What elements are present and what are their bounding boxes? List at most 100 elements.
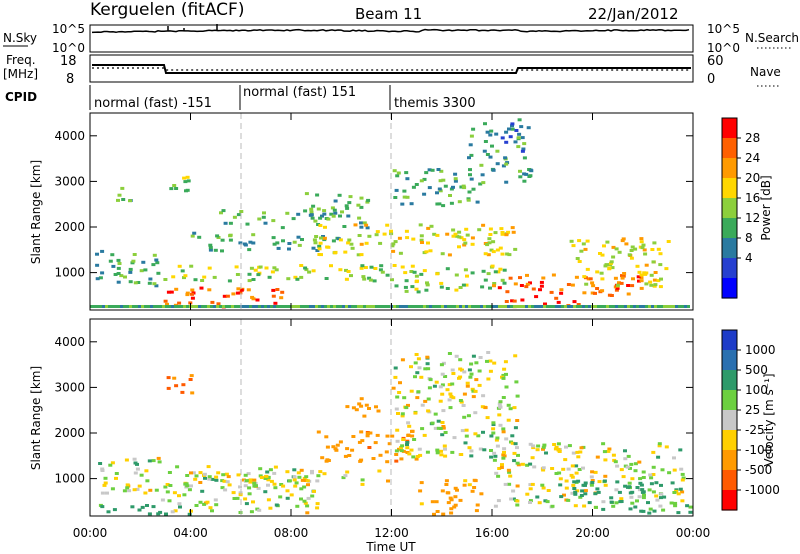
heatmap-cell [400, 265, 405, 269]
heatmap-cell [554, 296, 559, 300]
heatmap-cell [618, 305, 621, 308]
heatmap-cell [426, 409, 431, 413]
heatmap-cell [500, 232, 505, 236]
heatmap-cell [145, 504, 149, 507]
heatmap-cell [622, 272, 627, 275]
heatmap-cell [466, 198, 471, 202]
heatmap-cell [424, 288, 429, 292]
heatmap-cell [506, 230, 511, 234]
heatmap-cell [345, 405, 350, 409]
heatmap-cell [393, 196, 398, 199]
heatmap-cell [318, 224, 323, 227]
heatmap-cell [641, 476, 646, 479]
heatmap-cell [526, 126, 531, 130]
heatmap-cell [102, 483, 107, 487]
x-tick-label: 12:00 [374, 526, 409, 540]
heatmap-cell [440, 421, 445, 424]
heatmap-cell [316, 207, 321, 211]
heatmap-cell [368, 278, 373, 282]
heatmap-cell [504, 162, 509, 166]
heatmap-cell [232, 215, 237, 219]
heatmap-cell [498, 305, 501, 308]
heatmap-cell [261, 305, 264, 308]
heatmap-cell [336, 305, 339, 308]
heatmap-cell [519, 305, 522, 308]
heatmap-cell [657, 442, 662, 446]
heatmap-cell [343, 454, 348, 458]
colorbar-segment [722, 238, 737, 259]
heatmap-cell [248, 240, 253, 244]
heatmap-cell [470, 271, 475, 275]
heatmap-cell [451, 228, 456, 232]
heatmap-cell [513, 282, 518, 286]
heatmap-cell [510, 226, 515, 230]
heatmap-cell [646, 501, 650, 505]
colorbar-segment [722, 218, 737, 239]
heatmap-cell [656, 279, 661, 283]
heatmap-cell [489, 434, 494, 438]
velocity-colorbar-label: Velocity [m s⁻¹] [762, 373, 776, 466]
heatmap-cell [579, 446, 584, 450]
heatmap-cell [517, 132, 522, 136]
heatmap-cell [117, 305, 120, 308]
heatmap-cell [303, 501, 308, 505]
colorbar-tick-label: 24 [745, 151, 760, 165]
heatmap-cell [280, 290, 285, 294]
heatmap-cell [566, 283, 571, 286]
heatmap-cell [312, 238, 317, 242]
heatmap-cell [344, 277, 349, 281]
heatmap-cell [429, 224, 434, 228]
heatmap-cell [514, 129, 519, 132]
heatmap-cell [439, 453, 444, 457]
heatmap-cell [649, 476, 654, 480]
heatmap-cell [128, 270, 133, 274]
heatmap-cell [215, 234, 220, 238]
heatmap-cell [281, 484, 286, 488]
heatmap-cell [373, 441, 378, 445]
heatmap-cell [618, 500, 623, 504]
heatmap-cell [504, 437, 509, 441]
heatmap-cell [167, 499, 172, 503]
heatmap-cell [413, 361, 418, 365]
heatmap-cell [214, 503, 219, 507]
heatmap-cell [160, 498, 165, 502]
heatmap-cell [525, 282, 530, 286]
heatmap-cell [315, 479, 320, 483]
heatmap-cell [474, 509, 479, 513]
heatmap-cell [483, 278, 488, 282]
x-axis: 00:00 04:00 08:00 12:00 16:00 20:00 00:00 [73, 113, 710, 540]
heatmap-cell [495, 444, 500, 448]
heatmap-cell [238, 485, 242, 489]
heatmap-cell [684, 305, 687, 308]
heatmap-cell [405, 177, 410, 181]
heatmap-cell [234, 265, 239, 269]
heatmap-cell [491, 421, 496, 425]
heatmap-cell [159, 305, 162, 308]
heatmap-cell [404, 229, 409, 233]
heatmap-cell [252, 478, 257, 482]
heatmap-cell [124, 458, 129, 462]
x-tick-label: 20:00 [575, 526, 610, 540]
heatmap-cell [351, 406, 356, 410]
heatmap-cell [559, 291, 564, 295]
heatmap-cell [552, 305, 555, 308]
heatmap-cell [183, 305, 186, 308]
heatmap-cell [537, 501, 542, 505]
heatmap-cell [481, 223, 486, 227]
heatmap-cell [210, 305, 213, 308]
heatmap-cell [531, 287, 536, 291]
heatmap-cell [325, 445, 330, 449]
heatmap-cell [116, 258, 121, 262]
heatmap-cell [512, 459, 517, 463]
heatmap-cell [648, 280, 653, 284]
heatmap-cell [680, 490, 685, 494]
heatmap-cell [396, 171, 401, 175]
heatmap-cell [405, 195, 410, 199]
heatmap-cell [491, 427, 496, 431]
heatmap-cell [281, 239, 285, 243]
heatmap-cell [106, 510, 111, 514]
heatmap-cell [624, 305, 627, 308]
heatmap-cell [385, 434, 390, 438]
heatmap-cell [165, 305, 168, 308]
heatmap-cell [151, 459, 156, 463]
